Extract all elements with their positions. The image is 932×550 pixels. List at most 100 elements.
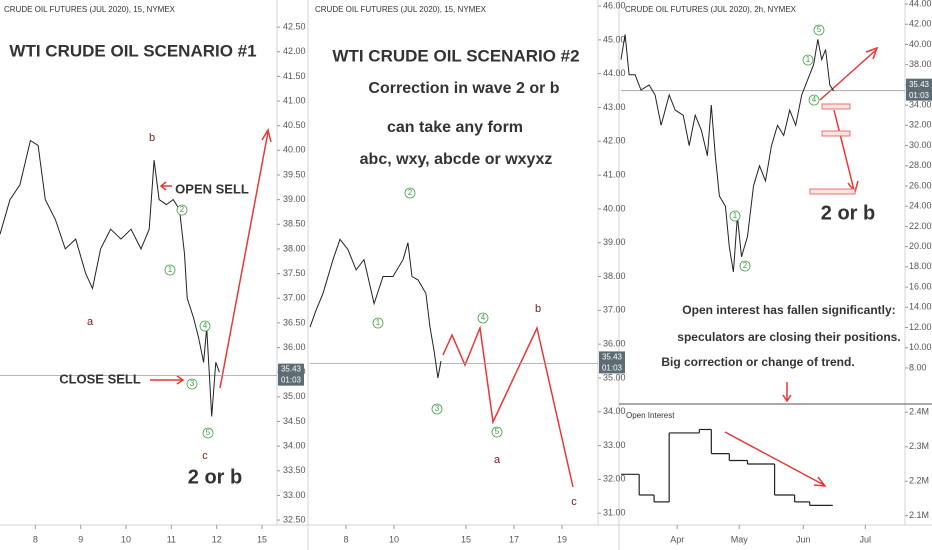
zone: [821, 103, 851, 110]
zone: [821, 130, 851, 137]
wave-circle: [802, 54, 814, 66]
wave-circle: [477, 312, 489, 324]
drawings: [150, 46, 879, 488]
y-tick-label: 35.00: [603, 372, 626, 382]
wave-label: 4: [812, 95, 817, 104]
projection-path: [442, 325, 574, 488]
y-tick-label: 34.00: [603, 406, 626, 416]
arrow: [724, 431, 825, 486]
wave-circle: [176, 204, 188, 216]
y-tick-label: 32.00: [603, 474, 626, 484]
wave-label: 2: [180, 205, 185, 214]
y-tick-label: 36.50: [283, 317, 306, 327]
y-tick-label: 37.00: [603, 305, 626, 315]
panel-title: CRUDE OIL FUTURES (JUL 2020), 15, NYMEX: [4, 5, 176, 14]
wave-circle: [186, 378, 198, 390]
wave-circle: [491, 426, 503, 438]
wave-circle: [404, 187, 416, 199]
y-tick-label: 33.00: [603, 440, 626, 450]
x-tick-label: Apr: [670, 534, 684, 544]
y-tick-label: 2.1M: [909, 510, 929, 520]
y-tick-label: 24.00: [909, 201, 932, 211]
y-tick-label: 40.50: [283, 120, 306, 130]
y-tick-label: 2.4M: [909, 407, 929, 417]
x-tick-label: 17: [509, 534, 519, 544]
wave-circle: [813, 24, 825, 36]
countdown-label: 01:03: [602, 364, 623, 373]
wave-label: 1: [168, 265, 173, 274]
y-tick-label: 38.50: [283, 219, 306, 229]
x-tick-label: 19: [557, 534, 567, 544]
wave-label: c: [202, 450, 208, 462]
y-tick-label: 32.00: [909, 120, 932, 130]
y-tick-label: 30.00: [909, 140, 932, 150]
y-tick-label: 45.00: [603, 34, 626, 44]
wave-label: 5: [817, 25, 822, 34]
y-tick-label: 36.00: [283, 342, 306, 352]
price-tag-label: 35.43: [602, 353, 623, 362]
y-tick-label: 36.00: [603, 339, 626, 349]
y-tick-label: 43.00: [603, 102, 626, 112]
y-tick-label: 37.50: [283, 268, 306, 278]
x-tick-label: 10: [121, 534, 131, 544]
annotation: 2 or b: [188, 466, 242, 488]
y-tick-label: 22.00: [909, 221, 932, 231]
wave-label: 2: [408, 188, 413, 197]
wave-label: 1: [376, 318, 381, 327]
y-tick-label: 34.00: [909, 100, 932, 110]
wave-label: b: [149, 132, 155, 144]
price-line: [620, 34, 835, 272]
arrow-head: [159, 181, 167, 191]
y-tick-label: 34.50: [283, 416, 306, 426]
panel-title: CRUDE OIL FUTURES (JUL 2020), 2h, NYMEX: [625, 5, 797, 14]
annotation: CLOSE SELL: [59, 371, 141, 386]
y-tick-label: 38.00: [909, 59, 932, 69]
projection-arrow: [819, 49, 877, 101]
arrow-head: [261, 128, 272, 143]
x-tick-label: 9: [78, 534, 83, 544]
wave-label: a: [494, 454, 501, 466]
y-tick-label: 40.00: [283, 145, 306, 155]
y-tick-label: 38.00: [603, 271, 626, 281]
wave-label: 5: [206, 428, 211, 437]
y-tick-label: 39.00: [283, 194, 306, 204]
y-tick-label: 32.50: [283, 514, 306, 524]
zones: [809, 103, 856, 195]
wave-label: a: [87, 316, 94, 328]
arrow-head: [865, 46, 879, 60]
wave-label: b: [535, 303, 541, 315]
panel-title: Open Interest: [626, 411, 675, 420]
wave-label: 1: [806, 55, 811, 64]
y-tick-label: 46.00: [603, 0, 626, 10]
y-tick-label: 33.00: [283, 490, 306, 500]
price-tag: [599, 351, 625, 374]
annotation: WTI CRUDE OIL SCENARIO #1: [9, 41, 256, 60]
wave-label: 4: [203, 321, 208, 330]
y-tick-label: 31.00: [603, 508, 626, 518]
annotation: abc, wxy, abcde or wxyxz: [360, 151, 553, 168]
wave-circle: [372, 317, 384, 329]
x-tick-label: 11: [167, 534, 176, 544]
price-line: [0, 139, 220, 417]
y-tick-label: 37.00: [283, 293, 306, 303]
x-tick-label: 15: [461, 534, 471, 544]
y-tick-label: 33.50: [283, 465, 306, 475]
y-tick-label: 2.2M: [909, 476, 929, 486]
y-tick-label: 12.00: [909, 322, 932, 332]
y-tick-label: 10.00: [909, 342, 932, 352]
y-tick-label: 40.00: [603, 203, 626, 213]
annotation: Open interest has fallen significantly:: [682, 303, 895, 317]
x-tick-label: Jul: [860, 534, 872, 544]
countdown-label: 01:03: [281, 376, 302, 385]
x-tick-label: 8: [33, 534, 38, 544]
arrow-head: [176, 375, 185, 385]
panel-title: CRUDE OIL FUTURES (JUL 2020), 15, NYMEX: [315, 5, 487, 14]
y-tick-label: 41.00: [603, 169, 626, 179]
x-tick-label: Jun: [796, 534, 811, 544]
x-tick-label: 8: [343, 534, 348, 544]
wave-label: 5: [495, 427, 500, 436]
projection-arrow: [833, 109, 855, 191]
y-tick-label: 18.00: [909, 261, 932, 271]
